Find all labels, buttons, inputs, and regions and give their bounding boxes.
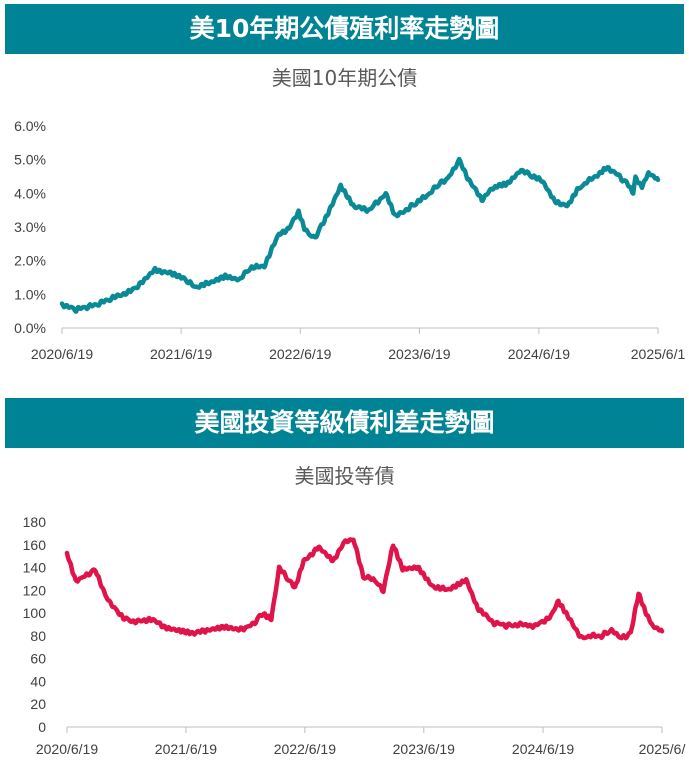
x-tick-label: 2021/6/19 [155, 741, 217, 757]
y-tick-label: 6.0% [14, 118, 46, 134]
spread-chart-title: 美國投等債 [294, 464, 395, 488]
y-tick-label: 4.0% [14, 185, 46, 201]
x-tick-label: 2020/6/19 [31, 346, 93, 362]
y-tick-label: 20 [30, 696, 46, 712]
y-tick-label: 180 [23, 514, 47, 530]
series-line [59, 156, 661, 314]
spread-chart-banner: 美國投資等級債利差走勢圖 [5, 398, 684, 448]
y-tick-label: 80 [30, 628, 46, 644]
y-tick-label: 120 [23, 582, 47, 598]
y-tick-label: 140 [23, 560, 47, 576]
y-tick-label: 60 [30, 651, 46, 667]
y-tick-label: 3.0% [14, 219, 46, 235]
x-tick-label: 2023/6/19 [388, 346, 450, 362]
x-tick-label: 2022/6/19 [274, 741, 336, 757]
y-tick-label: 100 [23, 605, 47, 621]
y-tick-label: 0 [38, 719, 46, 735]
y-tick-label: 1.0% [14, 286, 46, 302]
x-tick-label: 2024/6/19 [512, 741, 574, 757]
y-tick-label: 160 [23, 537, 47, 553]
yield-chart-banner: 美10年期公債殖利率走勢圖 [5, 4, 684, 54]
x-tick-label: 2025/6/1 [631, 346, 686, 362]
yield-chart-title: 美國10年期公債 [271, 66, 418, 90]
ig-spread-chart: 0 20 40 60 80 100 120 140 160 180 2020/6/19 2021/6/… [23, 514, 686, 757]
y-tick-label: 2.0% [14, 253, 46, 269]
x-tick-label: 2023/6/19 [393, 741, 455, 757]
x-tick-label: 2024/6/19 [508, 346, 570, 362]
y-tick-label: 5.0% [14, 152, 46, 168]
series-line [64, 537, 665, 641]
y-tick-label: 40 [30, 673, 46, 689]
y-tick-label: 0.0% [14, 320, 46, 336]
x-tick-label: 2025/6/ [639, 741, 686, 757]
x-tick-label: 2021/6/19 [150, 346, 212, 362]
treasury-yield-chart: 0.0% 1.0% 2.0% 3.0% 4.0% 5.0% 6.0% 2020/6/19 202… [14, 118, 686, 362]
x-tick-label: 2020/6/19 [36, 741, 98, 757]
x-tick-label: 2022/6/19 [269, 346, 331, 362]
